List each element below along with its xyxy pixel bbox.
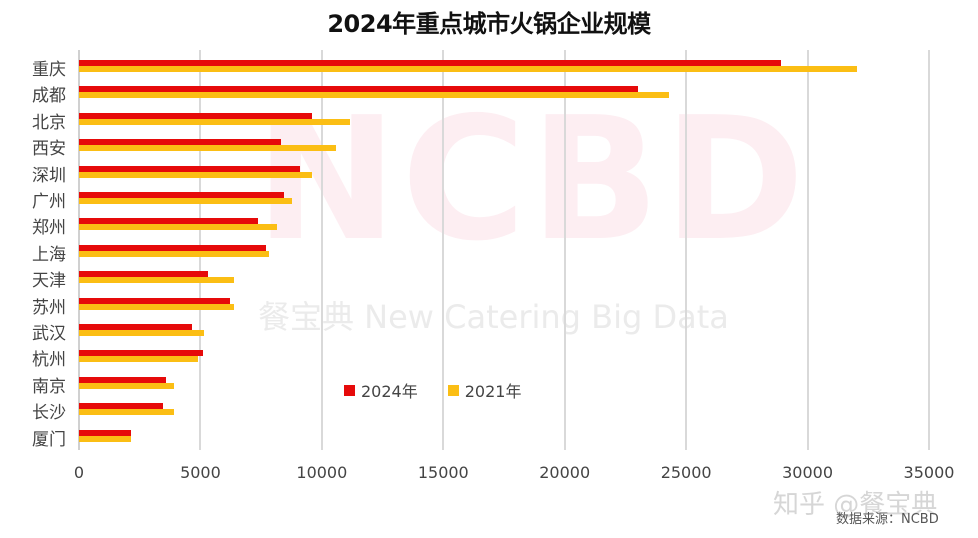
bar-2024 <box>79 218 258 225</box>
bar-2021 <box>79 250 270 257</box>
bar-2024 <box>79 60 781 66</box>
bar-2021 <box>79 171 313 178</box>
x-axis-tick-label: 10000 <box>296 463 348 482</box>
y-axis-label: 重庆 <box>32 60 66 80</box>
x-axis-tick-label: 15000 <box>417 463 469 482</box>
bar-2024 <box>79 271 208 278</box>
y-axis-label: 厦门 <box>32 429 66 450</box>
legend-label-2024: 2024年 <box>361 382 418 401</box>
gridline <box>685 50 688 450</box>
data-source: 数据来源：NCBD <box>836 512 939 527</box>
bar-2024 <box>79 165 300 172</box>
y-axis-label: 武汉 <box>32 324 66 344</box>
x-axis-tick-label: 20000 <box>539 463 591 482</box>
legend-label-2021: 2021年 <box>464 382 522 401</box>
y-axis-label: 北京 <box>32 112 66 133</box>
x-axis-tick-label: 25000 <box>660 463 712 482</box>
bar-2021 <box>79 118 350 125</box>
bar-2021 <box>79 382 174 389</box>
legend-item-2024: 2024年 <box>344 378 418 402</box>
bar-2021 <box>79 303 235 310</box>
legend-item-2021: 2021年 <box>447 378 522 402</box>
y-axis-label: 上海 <box>32 244 66 265</box>
y-axis-label: 深圳 <box>32 165 66 186</box>
y-axis-label: 西安 <box>32 139 66 160</box>
gridline <box>320 50 323 450</box>
bar-2021 <box>79 198 293 204</box>
gridline <box>442 50 445 450</box>
bar-2021 <box>79 92 670 99</box>
bar-2021 <box>79 224 277 231</box>
y-axis-label: 天津 <box>32 271 66 292</box>
bar-2024 <box>79 376 166 383</box>
y-axis-label: 南京 <box>32 376 66 397</box>
bar-2021 <box>79 145 337 152</box>
x-axis-tick-label: 0 <box>73 463 85 482</box>
bar-2021 <box>79 330 205 336</box>
x-axis-tick-label: 30000 <box>782 463 834 482</box>
bar-2024 <box>79 112 313 119</box>
platform-watermark: 知乎 @餐宝典 <box>773 490 938 520</box>
bar-2021 <box>79 435 131 442</box>
bar-2024 <box>79 297 230 304</box>
bar-2021 <box>79 66 858 72</box>
chart-title: 2024年重点城市火锅企业规模 <box>327 10 651 38</box>
y-axis-label: 广州 <box>32 192 66 212</box>
x-axis-tick-label: 5000 <box>180 463 221 482</box>
gridline <box>806 50 809 450</box>
bar-2024 <box>79 324 192 330</box>
plot-area <box>78 50 930 450</box>
legend-swatch-2024 <box>344 384 355 396</box>
legend: 2024年 2021年 <box>344 378 521 402</box>
bar-2024 <box>79 139 281 146</box>
bar-2024 <box>79 350 203 357</box>
x-axis-tick-label: 35000 <box>903 463 955 482</box>
bar-2024 <box>79 244 266 251</box>
bar-2024 <box>79 403 164 410</box>
bar-2021 <box>79 356 198 363</box>
y-axis-label: 杭州 <box>32 350 66 371</box>
y-axis-label: 长沙 <box>32 403 66 424</box>
y-axis-label: 成都 <box>32 86 66 107</box>
gridline <box>928 50 930 450</box>
bar-2024 <box>79 192 285 198</box>
legend-swatch-2021 <box>447 384 459 396</box>
bar-2024 <box>79 86 638 93</box>
y-axis-label: 郑州 <box>32 218 66 239</box>
gridline <box>563 50 566 450</box>
bar-2021 <box>79 409 174 416</box>
y-axis-label: 苏州 <box>32 297 66 318</box>
bar-2024 <box>79 429 131 436</box>
bar-2021 <box>79 277 235 284</box>
watermark-subtitle: 餐宝典 New Catering Big Data <box>258 298 729 336</box>
